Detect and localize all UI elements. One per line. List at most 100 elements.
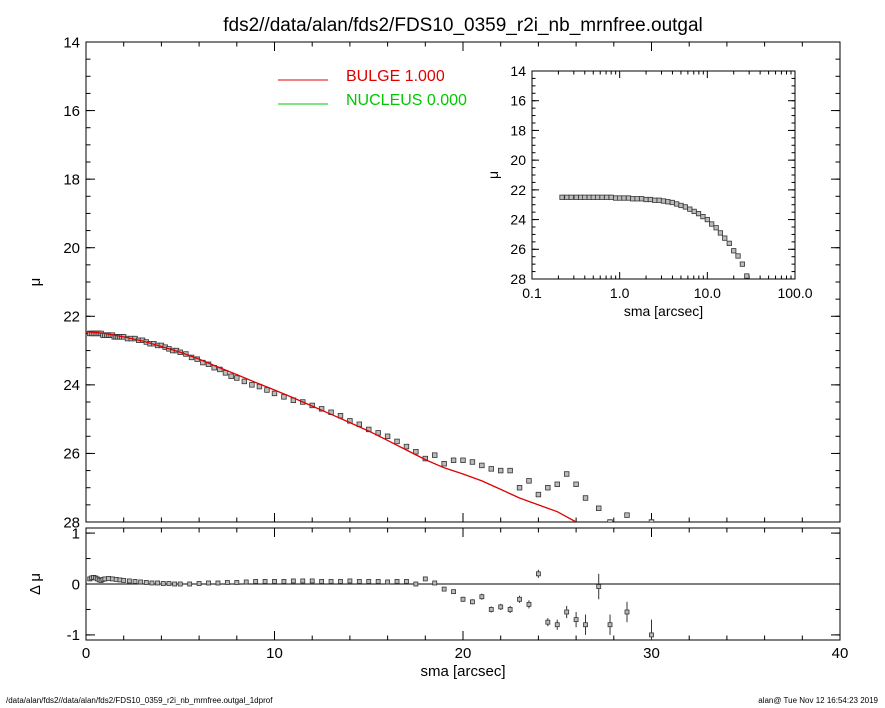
inset-panel: 0.1 1.0 10.0 100.0 14 16 18 20 22 24 26 28 sma [arcs…: [485, 63, 813, 319]
resid-data-point: [507, 607, 513, 612]
inset-data-point: [573, 194, 579, 200]
footer-right: alan@ Tue Nov 12 16:54:23 2019: [758, 696, 878, 705]
resid-data-point: [545, 619, 551, 625]
inset-data-point: [691, 208, 697, 214]
resid-data-point: [290, 578, 296, 584]
main-data-point: [526, 478, 532, 484]
inset-data-point: [665, 199, 671, 205]
main-axes-frame: [85, 41, 841, 523]
inset-data-point: [731, 248, 737, 254]
resid-xtick-label: 20: [455, 645, 472, 662]
inset-data-point: [621, 195, 627, 201]
resid-xtick-label: 0: [82, 645, 90, 662]
inset-data-point: [634, 196, 640, 202]
inset-x-axis-label: sma [arcsec]: [624, 303, 703, 319]
resid-xtick-label: 10: [266, 645, 283, 662]
resid-data-point: [564, 609, 570, 615]
resid-data-point: [624, 609, 630, 615]
main-data-point: [432, 452, 438, 458]
main-data-point: [241, 378, 248, 385]
main-series-bulge-line: [86, 331, 577, 522]
inset-data-point: [617, 195, 623, 201]
inset-data-point: [700, 213, 706, 220]
main-data-point: [507, 467, 513, 474]
main-data-point: [450, 457, 457, 463]
inset-data-point: [735, 253, 741, 259]
inset-data-point: [709, 221, 715, 227]
resid-data-point: [517, 596, 522, 602]
inset-ytick-label: 24: [510, 211, 526, 227]
main-data-point: [469, 459, 476, 465]
main-data-point: [488, 466, 494, 472]
inset-data-point: [695, 211, 702, 217]
inset-data-point: [594, 194, 601, 200]
resid-data-point: [385, 579, 391, 585]
resid-data-point: [422, 576, 428, 582]
inset-data-point: [674, 201, 680, 207]
inset-data-point: [678, 202, 684, 209]
inset-axes-frame: [531, 70, 796, 280]
main-data-point: [648, 519, 655, 522]
inset-data-point: [682, 204, 688, 210]
resid-data-point: [262, 579, 268, 584]
resid-data-point: [272, 579, 277, 584]
resid-data-point: [243, 579, 249, 585]
resid-data-point: [234, 580, 240, 585]
main-data-point: [394, 438, 400, 445]
inset-data-point: [608, 194, 614, 200]
inset-data-point: [559, 194, 565, 200]
resid-data-point: [319, 579, 325, 584]
inset-ytick-label: 20: [510, 152, 526, 168]
resid-data-point: [498, 604, 504, 610]
inset-data-point: [643, 196, 649, 203]
inset-xtick-label: 10.0: [694, 285, 721, 301]
resid-data-point: [155, 580, 161, 586]
resid-data-point: [121, 578, 127, 583]
resid-data-point: [375, 579, 381, 584]
footer-left: /data/alan/fds2//data/alan/fds2/FDS10_03…: [6, 696, 273, 705]
inset-ytick-label: 16: [510, 93, 526, 109]
inset-data-point: [687, 206, 693, 212]
main-data-point: [413, 449, 419, 455]
main-y-axis-label: μ: [27, 278, 44, 287]
inset-ytick-label: 14: [510, 63, 526, 79]
resid-xtick-label: 30: [643, 645, 660, 662]
main-data-point: [234, 375, 240, 381]
resid-x-axis-label: sma [arcsec]: [420, 663, 505, 680]
resid-data-point: [300, 578, 306, 584]
main-data-point: [271, 390, 278, 397]
main-data-point: [535, 491, 542, 498]
inset-plot-area: [559, 194, 750, 279]
inset-ytick-label: 18: [510, 122, 526, 138]
inset-data-point: [713, 225, 719, 231]
main-data-point: [596, 505, 602, 511]
inset-data-point: [630, 196, 636, 202]
main-plot-area: [86, 330, 655, 522]
figure-title: fds2//data/alan/fds2/FDS10_0359_r2i_nb_m…: [223, 15, 703, 36]
main-data-point: [573, 481, 579, 487]
resid-data-point: [309, 578, 315, 584]
resid-data-point: [404, 579, 409, 584]
resid-data-point: [526, 601, 532, 607]
resid-data-point: [432, 580, 438, 586]
main-data-point: [624, 512, 630, 518]
main-data-point: [497, 467, 504, 474]
resid-data-point: [149, 580, 155, 586]
resid-ytick-label: -1: [67, 627, 80, 644]
resid-data-point: [177, 581, 183, 587]
inset-data-point: [647, 196, 653, 203]
main-data-point: [460, 457, 466, 463]
main-data-point: [384, 433, 391, 439]
inset-data-point: [744, 273, 750, 279]
resid-data-point: [166, 581, 172, 586]
inset-data-point: [726, 240, 732, 246]
resid-data-point: [366, 579, 372, 584]
main-data-point: [479, 462, 485, 469]
resid-data-point: [583, 622, 588, 628]
inset-data-point: [739, 261, 745, 267]
resid-data-point: [536, 571, 541, 577]
inset-data-point: [652, 197, 658, 203]
resid-data-point: [253, 579, 259, 584]
resid-data-point: [451, 589, 456, 595]
